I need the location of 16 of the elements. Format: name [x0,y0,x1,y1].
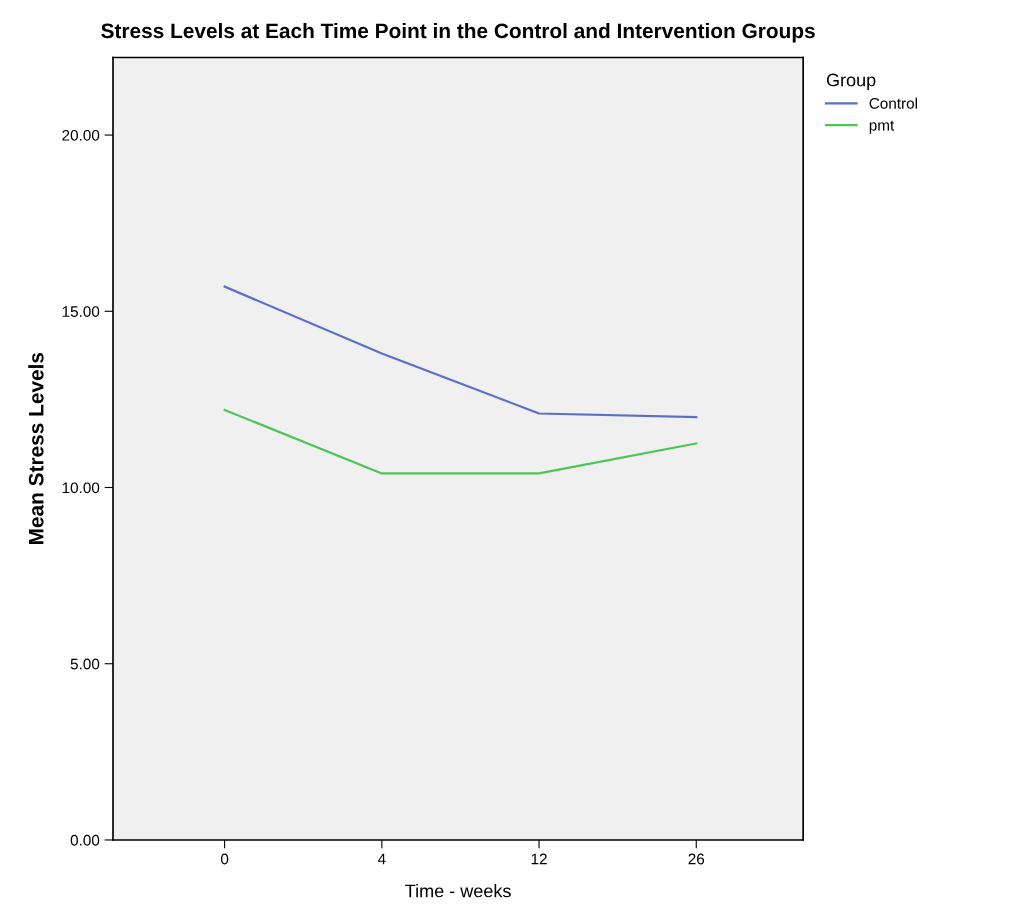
y-tick-label: 15.00 [62,306,100,317]
chart-title: Stress Levels at Each Time Point in the Control and Intervention Groups [101,22,815,43]
y-tick-label: 0.00 [70,834,100,846]
y-tick-label: 10.00 [62,482,100,494]
x-tick-label: 0 [220,853,229,865]
line-series [223,285,698,419]
x-tick-label: 26 [688,853,705,865]
x-tick-label: 12 [531,853,547,865]
x-axis-title: Time - weeks [405,884,511,898]
legend-label: Control [869,97,917,109]
legend-title: Group [826,73,876,90]
x-tick-label: 4 [377,853,386,865]
y-axis-title: Mean Stress Levels [28,352,44,545]
y-tick-label: 20.00 [62,129,100,141]
legend-label: pmt [869,120,895,134]
y-tick-label: 5.00 [70,658,100,670]
